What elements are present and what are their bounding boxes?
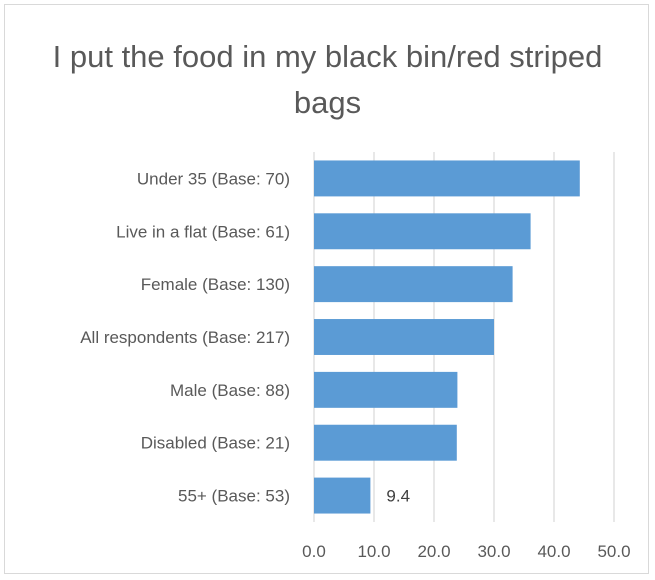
x-tick-label-0: 0.0 <box>302 542 326 561</box>
x-tick-label-2: 20.0 <box>417 542 450 561</box>
data-label-6: 9.4 <box>386 487 410 506</box>
bar-5 <box>314 424 457 461</box>
bar-2 <box>314 266 513 303</box>
x-tick-label-3: 30.0 <box>477 542 510 561</box>
category-label-2: Female (Base: 130) <box>141 275 290 294</box>
category-label-1: Live in a flat (Base: 61) <box>116 222 290 241</box>
bar-layer <box>314 160 580 514</box>
bar-1 <box>314 213 531 250</box>
bar-3 <box>314 319 494 355</box>
category-label-3: All respondents (Base: 217) <box>80 328 290 347</box>
chart-title: I put the food in my black bin/red strip… <box>52 39 603 120</box>
bar-6 <box>314 477 371 514</box>
x-tick-label-4: 40.0 <box>537 542 570 561</box>
bar-0 <box>314 160 580 197</box>
x-tick-label-1: 10.0 <box>357 542 390 561</box>
category-label-5: Disabled (Base: 21) <box>141 434 290 453</box>
category-label-4: Male (Base: 88) <box>170 381 290 400</box>
category-label-6: 55+ (Base: 53) <box>178 487 290 506</box>
label-layer: 0.0 10.0 20.0 30.0 40.0 50.0 Under 35 (Base: 7… <box>80 169 630 561</box>
category-label-0: Under 35 (Base: 70) <box>137 169 290 188</box>
x-tick-label-5: 50.0 <box>597 542 630 561</box>
bar-4 <box>314 371 458 408</box>
